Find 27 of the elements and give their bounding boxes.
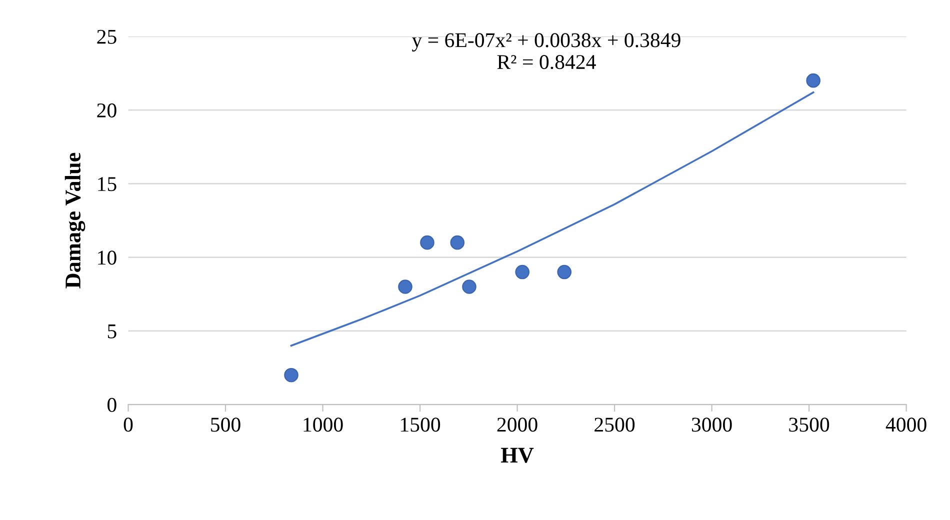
x-tick-label: 2000 <box>497 418 538 432</box>
line-series <box>290 91 814 347</box>
point <box>284 368 298 382</box>
point <box>515 264 530 280</box>
x-tick-label: 1500 <box>401 418 440 432</box>
point <box>557 264 572 280</box>
point <box>462 280 476 294</box>
x-tick-label: 3000 <box>692 418 732 432</box>
x-tick-label: 0 <box>124 418 133 432</box>
point <box>420 235 434 250</box>
y-tick-label: 25 <box>97 30 116 44</box>
x-tick-label: 500 <box>211 418 240 432</box>
y-tick-label: 20 <box>97 103 116 118</box>
x-axis-title: HV <box>500 448 534 463</box>
y-axis-title: Damage Value <box>64 152 86 288</box>
x-tick-label: 4000 <box>886 418 926 432</box>
x-tick-label: 1000 <box>304 418 343 432</box>
y-tick-label: 10 <box>98 250 116 265</box>
y-tick-label: 0 <box>108 398 116 412</box>
point <box>450 235 465 250</box>
y-tick-label: 15 <box>98 177 116 192</box>
point <box>398 280 412 294</box>
x-tick-label: 2500 <box>594 418 635 432</box>
point <box>806 73 820 88</box>
y-tick-label: 5 <box>108 324 116 338</box>
annotation: y = 6E-07x² + 0.0038x + 0.3849 R² = 0.8424 <box>412 33 680 70</box>
x-tick-label: 3500 <box>789 418 830 432</box>
